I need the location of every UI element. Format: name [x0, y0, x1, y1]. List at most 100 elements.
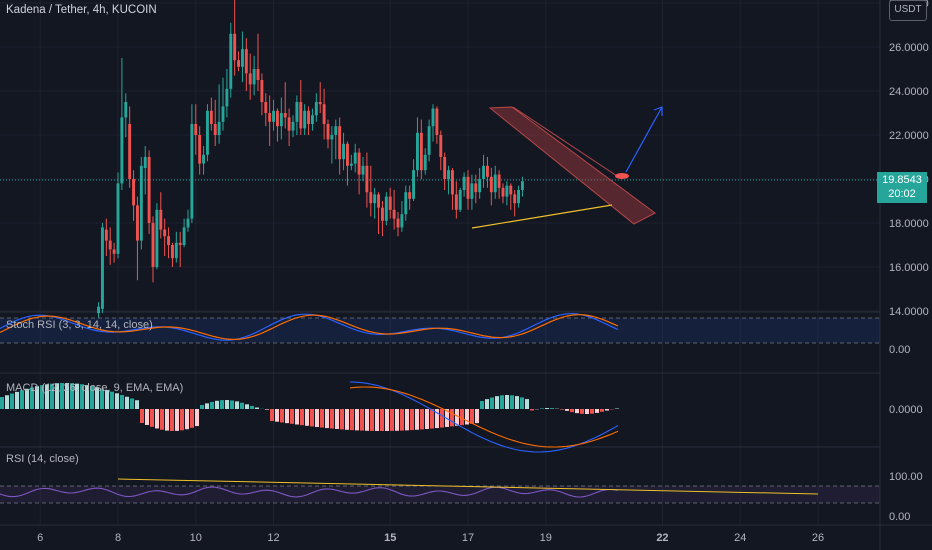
- candle-body[interactable]: [198, 135, 202, 164]
- candle-body[interactable]: [439, 135, 443, 157]
- candle-body[interactable]: [190, 124, 194, 219]
- candle-body[interactable]: [139, 165, 143, 241]
- candle-body[interactable]: [303, 110, 307, 129]
- candle-body[interactable]: [443, 157, 447, 179]
- candle-body[interactable]: [310, 115, 314, 124]
- candle-body[interactable]: [326, 124, 330, 140]
- candle-body[interactable]: [404, 192, 408, 215]
- candle-body[interactable]: [104, 229, 108, 241]
- candle-body[interactable]: [213, 124, 217, 135]
- candle-body[interactable]: [427, 126, 431, 155]
- stoch-rsi-k-line[interactable]: [0, 313, 619, 341]
- candle-body[interactable]: [450, 170, 454, 195]
- candle-body[interactable]: [194, 124, 198, 135]
- candle-body[interactable]: [128, 124, 132, 179]
- stoch-rsi-label[interactable]: Stoch RSI (3, 3, 14, 14, close): [6, 319, 153, 331]
- candle-body[interactable]: [170, 245, 174, 259]
- candle-body[interactable]: [419, 132, 423, 171]
- candle-body[interactable]: [342, 143, 346, 160]
- candle-body[interactable]: [447, 170, 451, 179]
- candle-body[interactable]: [124, 102, 128, 118]
- candle-body[interactable]: [143, 157, 147, 168]
- candle-body[interactable]: [174, 242, 178, 259]
- candle-body[interactable]: [482, 165, 486, 179]
- candle-body[interactable]: [205, 110, 209, 155]
- candle-body[interactable]: [159, 209, 163, 230]
- candle-body[interactable]: [279, 113, 283, 127]
- candle-body[interactable]: [202, 154, 206, 164]
- candle-body[interactable]: [295, 102, 299, 122]
- candle-body[interactable]: [345, 143, 349, 166]
- candle-body[interactable]: [244, 49, 248, 74]
- candle-body[interactable]: [396, 218, 400, 228]
- candle-body[interactable]: [229, 33, 233, 89]
- rsi-line[interactable]: [0, 486, 619, 498]
- candle-body[interactable]: [470, 183, 474, 199]
- macd-line[interactable]: [349, 381, 619, 453]
- candle-body[interactable]: [264, 102, 268, 113]
- candle-body[interactable]: [489, 176, 493, 193]
- candle-body[interactable]: [163, 229, 167, 237]
- candle-body[interactable]: [221, 106, 225, 122]
- macd-label[interactable]: MACD (12, 26, close, 9, EMA, EMA): [6, 382, 184, 394]
- candle-body[interactable]: [291, 121, 295, 131]
- candle-body[interactable]: [513, 194, 517, 204]
- candle-body[interactable]: [505, 185, 509, 197]
- candle-body[interactable]: [287, 117, 291, 131]
- candle-body[interactable]: [392, 209, 396, 219]
- candle-body[interactable]: [248, 73, 252, 85]
- projection-arrow[interactable]: [625, 106, 663, 173]
- candle-body[interactable]: [501, 187, 505, 197]
- candle-body[interactable]: [338, 126, 342, 160]
- candle-body[interactable]: [283, 113, 287, 118]
- candle-body[interactable]: [233, 33, 237, 61]
- candle-body[interactable]: [454, 194, 458, 210]
- candle-body[interactable]: [485, 165, 489, 177]
- candle-body[interactable]: [155, 209, 159, 267]
- candle-body[interactable]: [314, 102, 318, 116]
- candle-body[interactable]: [400, 214, 404, 228]
- candlestick-series[interactable]: [97, 0, 524, 318]
- candle-body[interactable]: [132, 179, 136, 206]
- candle-body[interactable]: [423, 154, 427, 171]
- support-trendline[interactable]: [471, 204, 613, 229]
- currency-label[interactable]: USDT: [889, 0, 927, 21]
- candle-body[interactable]: [349, 163, 353, 166]
- candle-body[interactable]: [178, 242, 182, 245]
- candle-body[interactable]: [260, 80, 264, 102]
- candle-body[interactable]: [225, 88, 229, 107]
- candle-body[interactable]: [108, 240, 112, 250]
- candle-body[interactable]: [380, 207, 384, 221]
- candle-body[interactable]: [275, 110, 279, 127]
- candle-body[interactable]: [256, 69, 260, 80]
- candle-body[interactable]: [474, 183, 478, 193]
- candle-body[interactable]: [209, 110, 213, 124]
- time-axis[interactable]: 6 8 10 12 15 17 19 22 24 26: [37, 532, 824, 544]
- candle-body[interactable]: [100, 227, 104, 309]
- candle-body[interactable]: [112, 249, 116, 254]
- candle-body[interactable]: [373, 194, 377, 204]
- symbol-title[interactable]: Kadena / Tether, 4h, KUCOIN: [6, 4, 157, 16]
- candle-body[interactable]: [365, 165, 369, 193]
- candle-body[interactable]: [217, 121, 221, 135]
- candle-body[interactable]: [167, 236, 171, 245]
- candle-body[interactable]: [330, 135, 334, 140]
- candle-body[interactable]: [361, 165, 365, 175]
- candle-body[interactable]: [357, 152, 361, 175]
- candle-body[interactable]: [458, 190, 462, 210]
- candle-body[interactable]: [384, 196, 388, 221]
- candle-body[interactable]: [322, 104, 326, 124]
- candle-body[interactable]: [435, 108, 439, 135]
- candle-body[interactable]: [135, 205, 139, 241]
- candle-body[interactable]: [318, 102, 322, 105]
- candle-body[interactable]: [237, 60, 241, 67]
- candle-body[interactable]: [388, 196, 392, 210]
- candle-body[interactable]: [353, 152, 357, 164]
- candle-body[interactable]: [186, 218, 190, 228]
- macd-signal-line[interactable]: [349, 386, 619, 448]
- candle-body[interactable]: [147, 157, 151, 223]
- candle-body[interactable]: [151, 223, 155, 267]
- candle-body[interactable]: [415, 132, 419, 171]
- rsi-label[interactable]: RSI (14, close): [6, 453, 79, 465]
- candle-body[interactable]: [240, 49, 244, 67]
